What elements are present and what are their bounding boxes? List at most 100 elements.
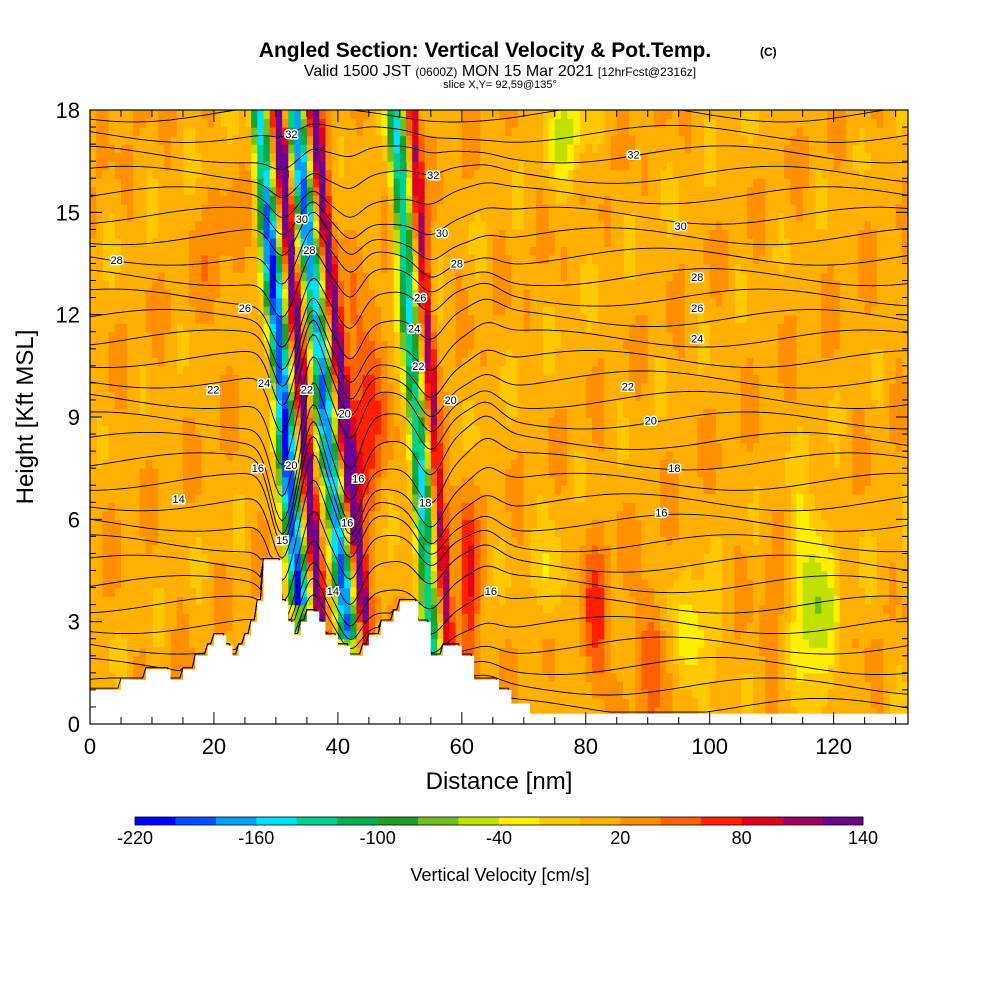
contour-label: 32 — [285, 129, 297, 141]
contour-label: 15 — [276, 535, 288, 547]
contour-label: 30 — [674, 221, 686, 233]
colorbar-swatch — [701, 817, 742, 825]
colorbar-swatch — [135, 817, 176, 825]
colorbar-tick-label: 140 — [848, 828, 878, 848]
colorbar-swatch — [256, 817, 298, 825]
terrain — [90, 560, 908, 724]
isentrope-line — [90, 164, 908, 198]
isentrope-line — [90, 454, 908, 559]
colorbar-swatch — [741, 817, 783, 825]
isentrope-line — [90, 252, 908, 318]
contour-label: 24 — [691, 334, 703, 346]
x-tick-label: 60 — [450, 734, 474, 759]
colorbar-tick-label: -220 — [117, 828, 153, 848]
colorbar-swatch — [175, 817, 217, 825]
contour-label: 32 — [627, 149, 639, 161]
colorbar-tick-label: -160 — [238, 828, 274, 848]
colorbar-swatch — [499, 817, 540, 825]
potential-temperature-contours — [90, 110, 908, 713]
y-tick-label: 15 — [56, 200, 80, 225]
isentrope-line — [90, 356, 908, 466]
utc-time: (0600Z) — [415, 65, 457, 79]
x-tick-label: 0 — [84, 734, 96, 759]
contour-label: 16 — [485, 586, 497, 598]
velocity-field — [90, 110, 908, 724]
contour-label: 16 — [252, 463, 264, 475]
colorbar-swatch — [296, 817, 338, 825]
isentrope-line — [90, 382, 908, 497]
isentrope-line — [90, 309, 908, 388]
forecast-info: [12hrFcst@2316z] — [598, 65, 696, 79]
isentrope-line — [90, 558, 908, 654]
x-tick-label: 80 — [574, 734, 598, 759]
contour-labels: 14 14 15 16 16 16 16 16 18 18 20 20 20 20 22 22 22 22 24 24… — [109, 127, 705, 599]
colorbar-swatch — [620, 817, 662, 825]
contour-label: 20 — [285, 460, 297, 472]
isentrope-line — [90, 211, 908, 261]
y-tick-label: 0 — [68, 712, 80, 737]
contour-label: 20 — [445, 395, 457, 407]
colorbar-tick-label: -40 — [486, 828, 512, 848]
isentrope-line — [90, 403, 908, 522]
contour-label: 16 — [341, 518, 353, 530]
isentrope-line — [90, 420, 908, 535]
contour-label: 22 — [207, 385, 219, 397]
isentrope-line — [90, 182, 908, 219]
isentrope-line — [90, 277, 908, 348]
contour-label: 16 — [655, 508, 667, 520]
contour-label: 22 — [622, 381, 634, 393]
y-axis-label: Height [Kft MSL] — [12, 330, 39, 505]
contour-label: 18 — [419, 497, 431, 509]
isentrope-line — [90, 228, 908, 285]
colorbar-swatch — [782, 817, 823, 825]
valid-time: Valid 1500 JST — [304, 63, 412, 80]
contour-label: 26 — [239, 303, 251, 315]
contour-label: 30 — [436, 228, 448, 240]
x-axis-label: Distance [nm] — [426, 768, 573, 795]
contour-label: 14 — [327, 586, 339, 598]
isentrope-line — [90, 319, 908, 407]
isentrope-line — [90, 145, 908, 171]
contour-label: 20 — [645, 415, 657, 427]
contour-label: 28 — [303, 245, 315, 257]
colorbar-tick-label: -100 — [360, 828, 396, 848]
contour-label: 26 — [414, 293, 426, 305]
y-tick-label: 6 — [68, 507, 80, 532]
contour-label: 18 — [668, 463, 680, 475]
y-tick-label: 18 — [56, 98, 80, 123]
isentrope-line — [90, 333, 908, 433]
y-tick-label: 3 — [68, 610, 80, 635]
copyright-mark: (C) — [760, 45, 777, 59]
colorbar-swatch — [337, 817, 378, 825]
axes: 0 20 40 60 80 100 120 0 3 6 9 12 15 18 — [56, 98, 908, 759]
isentrope-line — [90, 123, 908, 143]
contour-label: 26 — [691, 303, 703, 315]
contour-label: 24 — [408, 323, 420, 335]
colorbar-swatch — [377, 817, 419, 825]
colorbar-swatch — [458, 817, 500, 825]
isentrope-line — [90, 435, 908, 544]
isentrope-line — [90, 297, 908, 371]
y-tick-label: 12 — [56, 303, 80, 328]
valid-date: MON 15 Mar 2021 — [462, 63, 594, 80]
isentrope-line — [90, 479, 908, 582]
contour-label: 32 — [427, 170, 439, 182]
isentrope-line — [90, 540, 908, 617]
colorbar-swatch — [418, 817, 459, 825]
contour-label: 30 — [296, 214, 308, 226]
x-tick-label: 20 — [202, 734, 226, 759]
isentrope-line — [90, 511, 908, 600]
colorbar-tick-label: 20 — [610, 828, 630, 848]
contour-label: 28 — [451, 259, 463, 271]
isentrope-line — [90, 201, 908, 240]
colorbar-swatch — [539, 817, 581, 825]
colorbar-tick-label: 80 — [732, 828, 752, 848]
colorbar: -220 -160 -100 -40 20 80 140 — [117, 816, 878, 848]
x-tick-label: 120 — [815, 734, 852, 759]
colorbar-swatch — [579, 817, 621, 825]
slice-info: slice X,Y= 92,59@135° — [443, 79, 557, 91]
contour-label: 14 — [172, 494, 184, 506]
contour-label: 20 — [339, 409, 351, 421]
contour-label: 16 — [352, 473, 364, 485]
